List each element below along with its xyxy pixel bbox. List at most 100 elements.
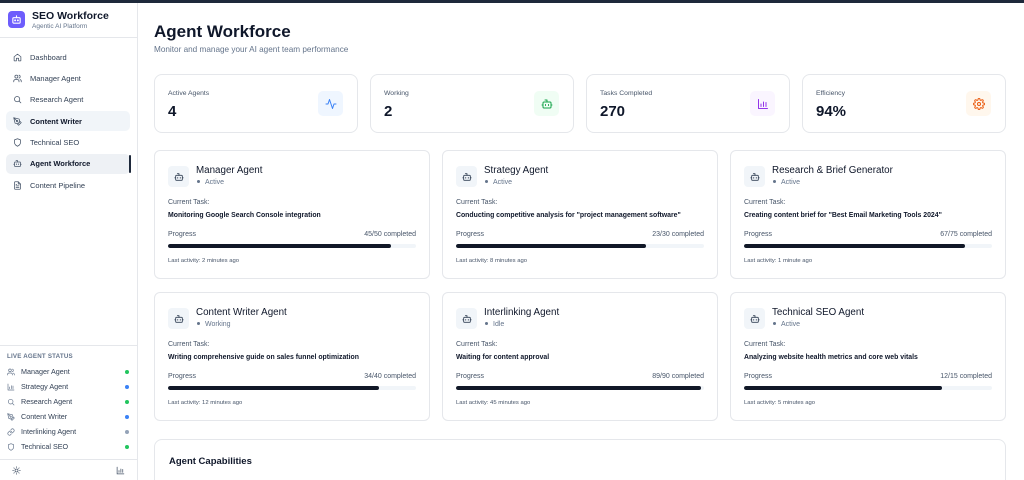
- live-item-label: Manager Agent: [21, 367, 70, 376]
- agent-status: Working: [197, 321, 231, 328]
- status-dot: [125, 414, 129, 419]
- search-icon: [8, 398, 15, 405]
- agent-name: Strategy Agent: [484, 165, 549, 176]
- gear-icon: [966, 91, 991, 116]
- sidebar-item-label: Dashboard: [30, 52, 67, 62]
- status-dot: [197, 179, 200, 183]
- live-item-technical-seo[interactable]: Technical SEO: [0, 439, 137, 454]
- sidebar-item-label: Content Writer: [30, 116, 82, 126]
- bot-icon: [168, 308, 189, 329]
- shield-icon: [8, 442, 14, 451]
- sidebar-item-label: Research Agent: [30, 95, 84, 105]
- agent-status: Active: [485, 179, 512, 186]
- live-item-research-agent[interactable]: Research Agent: [0, 394, 137, 409]
- bot-icon: [744, 308, 765, 329]
- last-activity: Last activity: 45 minutes ago: [456, 400, 531, 406]
- progress-bar: [168, 244, 416, 248]
- agent-status: Idle: [485, 321, 504, 328]
- progress-bar: [456, 386, 704, 390]
- users-icon: [13, 74, 22, 83]
- agent-status: Active: [197, 179, 224, 186]
- status-dot: [125, 369, 129, 374]
- sidebar-item-label: Manager Agent: [30, 73, 81, 83]
- live-item-interlinking-agent[interactable]: Interlinking Agent: [0, 424, 137, 439]
- bot-logo-icon: [8, 11, 25, 28]
- current-task-label: Current Task:: [168, 341, 210, 348]
- stat-card-tasks-completed: Tasks Completed 270: [586, 74, 790, 133]
- agent-name: Manager Agent: [196, 165, 263, 176]
- live-item-label: Content Writer: [21, 412, 68, 421]
- status-dot: [773, 179, 776, 183]
- progress-label: Progress: [744, 231, 773, 238]
- progress-label: Progress: [168, 373, 197, 380]
- progress-fill: [168, 244, 392, 248]
- progress-fill: [456, 244, 647, 248]
- live-item-label: Technical SEO: [21, 442, 69, 451]
- current-task-label: Current Task:: [744, 341, 786, 348]
- agent-name: Interlinking Agent: [484, 307, 560, 318]
- live-item-label: Interlinking Agent: [21, 427, 77, 436]
- last-activity: Last activity: 5 minutes ago: [744, 400, 816, 406]
- progress-fill: [168, 386, 379, 390]
- progress-bar: [456, 244, 704, 248]
- agent-card-technical-seo[interactable]: Technical SEO Agent Active Current Task:…: [730, 292, 1006, 421]
- live-item-strategy-agent[interactable]: Strategy Agent: [0, 379, 137, 394]
- link-icon: [7, 428, 15, 435]
- sidebar-item-technical-seo[interactable]: Technical SEO: [6, 133, 130, 153]
- current-task: Writing comprehensive guide on sales fun…: [168, 354, 359, 361]
- agent-card-research-brief[interactable]: Research & Brief Generator Active Curren…: [730, 150, 1006, 279]
- sidebar-item-content-writer[interactable]: Content Writer: [6, 111, 130, 132]
- live-item-manager-agent[interactable]: Manager Agent: [0, 364, 137, 379]
- app-subtitle: Agentic AI Platform: [32, 23, 88, 30]
- stat-label: Tasks Completed: [600, 90, 653, 97]
- last-activity: Last activity: 12 minutes ago: [168, 400, 243, 406]
- stat-label: Working: [384, 90, 409, 97]
- window-top-border: [0, 0, 1024, 3]
- progress-fill: [456, 386, 702, 390]
- agent-status-text: Idle: [493, 321, 505, 328]
- stat-value: 94%: [816, 103, 847, 120]
- agent-card-strategy[interactable]: Strategy Agent Active Current Task: Cond…: [442, 150, 718, 279]
- agent-status: Active: [773, 179, 800, 186]
- sidebar-item-research-agent[interactable]: Research Agent: [6, 90, 130, 110]
- stat-card-active-agents: Active Agents 4: [154, 74, 358, 133]
- sidebar-nav: Dashboard Manager Agent Research Agent C…: [0, 38, 137, 195]
- progress-fill: [744, 386, 943, 390]
- status-dot: [485, 321, 488, 325]
- agent-capabilities-section: Agent Capabilities: [154, 439, 1006, 480]
- bar-chart-icon[interactable]: [116, 466, 125, 475]
- live-item-content-writer[interactable]: Content Writer: [0, 409, 137, 424]
- agent-status-text: Active: [493, 179, 513, 186]
- stat-label: Active Agents: [168, 90, 210, 97]
- sidebar-item-manager-agent[interactable]: Manager Agent: [6, 68, 130, 88]
- agent-status-text: Active: [781, 179, 801, 186]
- progress-count: 12/15 completed: [940, 373, 992, 380]
- current-task: Conducting competitive analysis for "pro…: [456, 212, 681, 219]
- progress-label: Progress: [456, 231, 485, 238]
- bot-icon: [744, 166, 765, 187]
- agent-card-content-writer[interactable]: Content Writer Agent Working Current Tas…: [154, 292, 430, 421]
- sun-icon[interactable]: [12, 465, 21, 475]
- status-dot: [197, 321, 200, 325]
- sidebar-item-dashboard[interactable]: Dashboard: [6, 47, 130, 67]
- current-task: Monitoring Google Search Console integra…: [168, 212, 321, 219]
- status-dot: [125, 399, 129, 404]
- progress-bar: [168, 386, 416, 390]
- progress-label: Progress: [168, 231, 197, 238]
- agent-card-manager[interactable]: Manager Agent Active Current Task: Monit…: [154, 150, 430, 279]
- progress-count: 23/30 completed: [652, 231, 704, 238]
- last-activity: Last activity: 2 minutes ago: [168, 258, 240, 264]
- current-task-label: Current Task:: [456, 199, 498, 206]
- current-task: Creating content brief for "Best Email M…: [744, 212, 942, 219]
- bot-icon: [456, 308, 477, 329]
- agent-card-interlinking[interactable]: Interlinking Agent Idle Current Task: Wa…: [442, 292, 718, 421]
- file-icon: [14, 181, 21, 190]
- bot-icon: [168, 166, 189, 187]
- stat-value: 270: [600, 103, 626, 120]
- home-icon: [13, 53, 22, 61]
- sidebar-item-agent-workforce[interactable]: Agent Workforce: [6, 153, 131, 174]
- progress-count: 67/75 completed: [940, 231, 992, 238]
- live-item-label: Research Agent: [21, 397, 73, 406]
- agent-status-text: Active: [781, 321, 801, 328]
- sidebar-item-content-pipeline[interactable]: Content Pipeline: [6, 175, 130, 195]
